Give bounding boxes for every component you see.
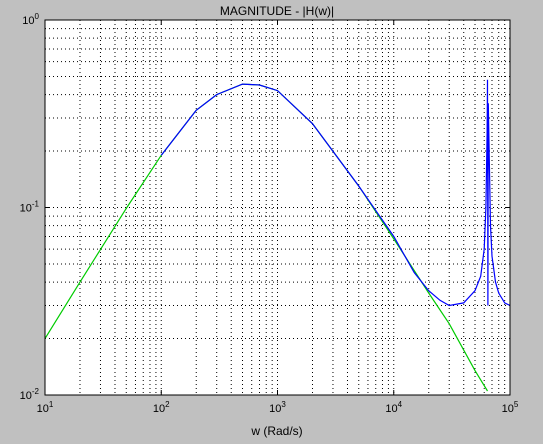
x-tick-label: 105 — [502, 400, 519, 415]
x-tick-label: 104 — [385, 400, 402, 415]
y-tick-label: 10-2 — [20, 387, 40, 402]
x-tick-label: 102 — [153, 400, 170, 415]
y-tick-label: 100 — [22, 12, 39, 27]
grid — [45, 20, 510, 395]
x-axis-label: w (Rad/s) — [250, 424, 302, 438]
axis-ticks: 101 102 103 104 105 10-2 10-1 100 — [20, 12, 519, 415]
series-line-2 — [160, 79, 511, 307]
x-tick-label: 101 — [37, 400, 54, 415]
series-layer — [44, 79, 511, 392]
chart-title: MAGNITUDE - |H(w)| — [220, 4, 334, 18]
x-tick-label: 103 — [269, 400, 286, 415]
y-tick-label: 10-1 — [20, 200, 40, 215]
